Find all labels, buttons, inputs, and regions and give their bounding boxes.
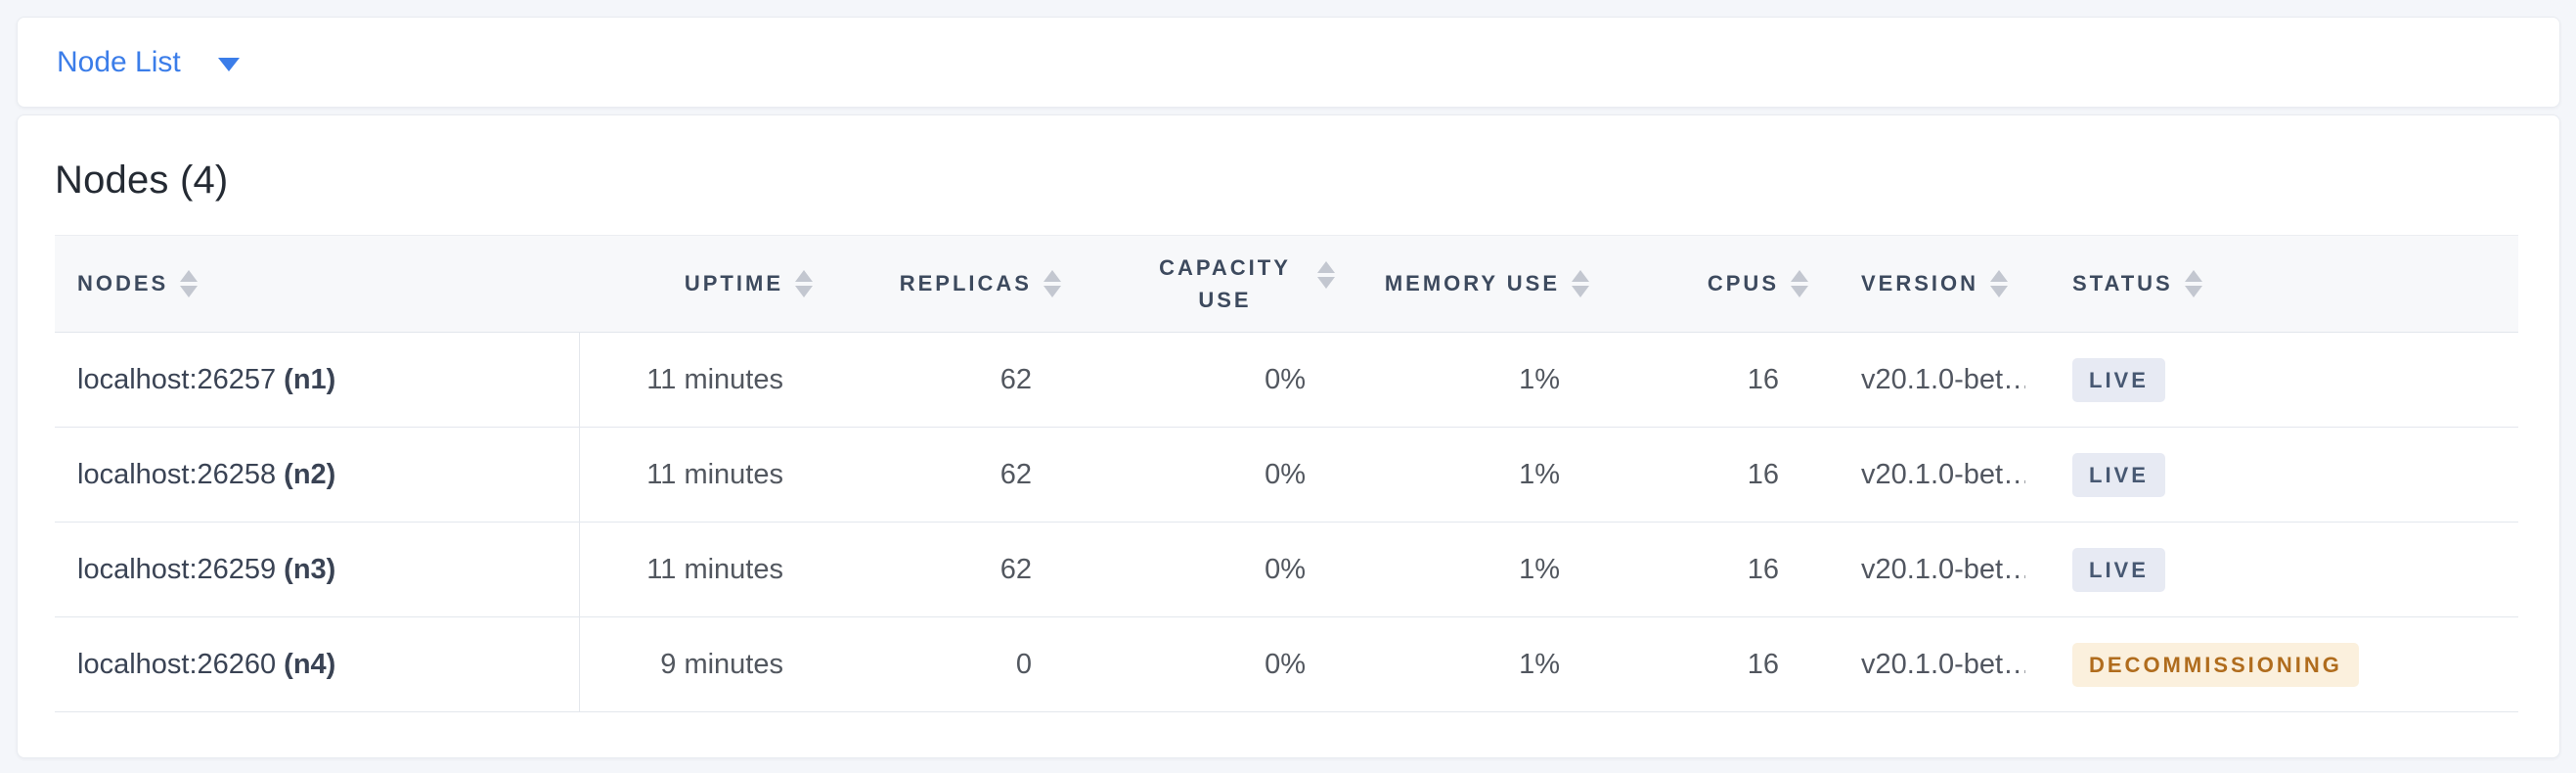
nodes-card: Nodes (4) NODES (17, 114, 2560, 758)
version-cell: v20.1.0-bet… (1814, 332, 2025, 428)
capacity-use-cell: 0% (1067, 427, 1341, 523)
table-row: localhost:26260 (n4) 9 minutes 0 0% 1% 16… (55, 616, 2518, 712)
sort-icon (2184, 270, 2202, 297)
view-selector-dropdown[interactable]: Node List (57, 46, 240, 79)
sort-icon (1990, 270, 2009, 297)
caret-down-icon (217, 57, 240, 71)
node-address: localhost:26260 (77, 648, 277, 680)
cpus-cell: 16 (1595, 332, 1814, 428)
status-badge: DECOMMISSIONING (2072, 642, 2359, 687)
cpus-cell: 16 (1595, 427, 1814, 523)
status-badge: LIVE (2072, 357, 2165, 402)
column-header-uptime[interactable]: UPTIME (579, 235, 819, 333)
column-header-capacity-use[interactable]: CAPACITY USE (1067, 235, 1341, 333)
column-header-cpus[interactable]: CPUS (1595, 235, 1814, 333)
table-row: localhost:26258 (n2) 11 minutes 62 0% 1% … (55, 427, 2518, 523)
capacity-use-cell: 0% (1067, 616, 1341, 712)
memory-use-cell: 1% (1341, 332, 1595, 428)
column-header-status[interactable]: STATUS (2025, 235, 2518, 333)
view-selector-card: Node List (17, 17, 2560, 108)
sort-icon (795, 270, 813, 297)
node-address-cell: localhost:26257 (n1) (55, 332, 580, 428)
node-address-cell: localhost:26260 (n4) (55, 616, 580, 712)
sort-icon (1317, 261, 1335, 289)
version-cell: v20.1.0-bet… (1814, 427, 2025, 523)
sort-icon (1044, 270, 1061, 297)
replicas-cell: 62 (819, 332, 1067, 428)
column-header-replicas[interactable]: REPLICAS (819, 235, 1067, 333)
replicas-cell: 62 (819, 427, 1067, 523)
node-address-cell: localhost:26259 (n3) (55, 522, 580, 617)
memory-use-cell: 1% (1341, 522, 1595, 617)
nodes-table: NODES UPTIME REPLICAS (55, 235, 2518, 712)
uptime-cell: 11 minutes (579, 427, 819, 523)
uptime-cell: 9 minutes (579, 616, 819, 712)
status-cell: LIVE (2025, 522, 2518, 617)
column-header-version[interactable]: VERSION (1814, 235, 2025, 333)
sort-icon (1791, 270, 1808, 297)
table-row: localhost:26259 (n3) 11 minutes 62 0% 1% … (55, 522, 2518, 617)
cpus-cell: 16 (1595, 616, 1814, 712)
node-id: (n1) (284, 363, 336, 395)
version-cell: v20.1.0-bet… (1814, 616, 2025, 712)
node-address: localhost:26258 (77, 458, 277, 490)
status-badge: LIVE (2072, 452, 2165, 497)
node-id: (n4) (284, 648, 336, 680)
status-badge: LIVE (2072, 547, 2165, 592)
sort-icon (180, 270, 199, 297)
replicas-cell: 0 (819, 616, 1067, 712)
node-address-cell: localhost:26258 (n2) (55, 427, 580, 523)
version-cell: v20.1.0-bet… (1814, 522, 2025, 617)
status-cell: LIVE (2025, 427, 2518, 523)
status-cell: DECOMMISSIONING (2025, 616, 2518, 712)
view-selector-label[interactable]: Node List (57, 45, 181, 78)
node-id: (n2) (284, 458, 336, 490)
table-row: localhost:26257 (n1) 11 minutes 62 0% 1% … (55, 332, 2518, 428)
node-address: localhost:26257 (77, 363, 277, 395)
node-address: localhost:26259 (77, 553, 277, 585)
table-header: NODES UPTIME REPLICAS (55, 235, 2518, 333)
memory-use-cell: 1% (1341, 427, 1595, 523)
node-id: (n3) (284, 553, 336, 585)
sort-icon (1572, 270, 1589, 297)
uptime-cell: 11 minutes (579, 522, 819, 617)
memory-use-cell: 1% (1341, 616, 1595, 712)
capacity-use-cell: 0% (1067, 522, 1341, 617)
replicas-cell: 62 (819, 522, 1067, 617)
status-cell: LIVE (2025, 332, 2518, 428)
cpus-cell: 16 (1595, 522, 1814, 617)
column-header-nodes[interactable]: NODES (55, 235, 579, 333)
page-title: Nodes (4) (55, 159, 229, 202)
uptime-cell: 11 minutes (579, 332, 819, 428)
capacity-use-cell: 0% (1067, 332, 1341, 428)
column-header-memory-use[interactable]: MEMORY USE (1341, 235, 1595, 333)
